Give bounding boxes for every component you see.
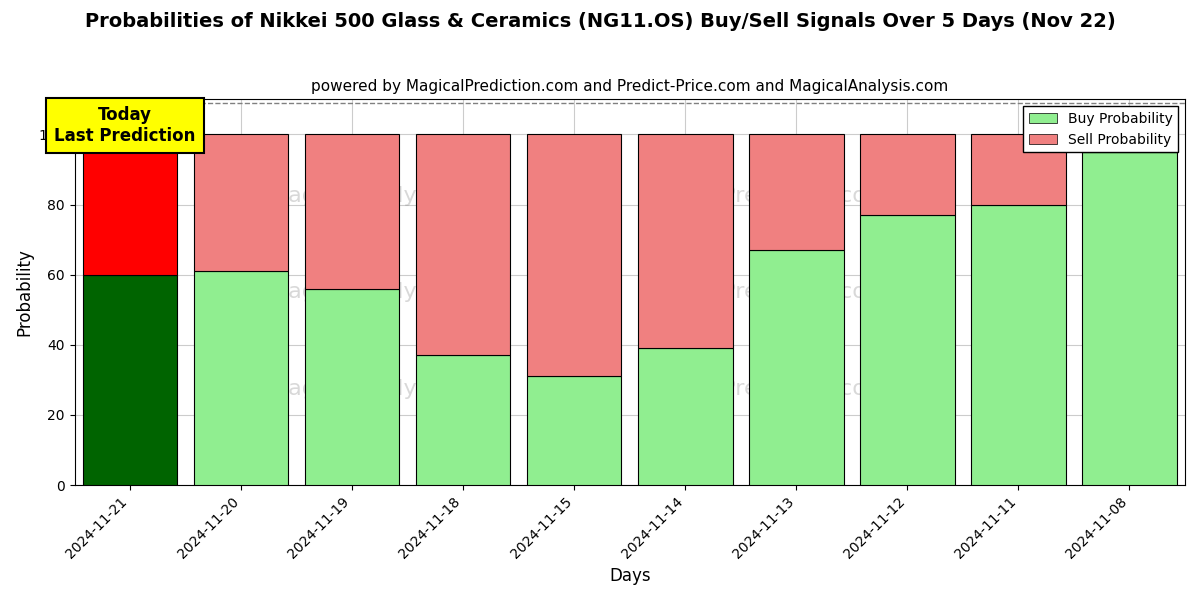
Bar	[527, 376, 622, 485]
Text: MagicalPrediction.com: MagicalPrediction.com	[638, 379, 888, 398]
Text: MagicalAnalysis.com: MagicalAnalysis.com	[270, 379, 502, 398]
Legend: Buy Probability, Sell Probability: Buy Probability, Sell Probability	[1024, 106, 1178, 152]
Text: MagicalAnalysis.com: MagicalAnalysis.com	[270, 186, 502, 206]
Bar	[416, 355, 510, 485]
Title: powered by MagicalPrediction.com and Predict-Price.com and MagicalAnalysis.com: powered by MagicalPrediction.com and Pre…	[311, 79, 948, 94]
Bar	[971, 134, 1066, 205]
Bar	[527, 134, 622, 376]
Bar	[416, 134, 510, 355]
Bar	[194, 271, 288, 485]
Bar	[860, 215, 955, 485]
Bar	[749, 250, 844, 485]
Text: MagicalPrediction.com: MagicalPrediction.com	[638, 282, 888, 302]
X-axis label: Days: Days	[610, 567, 650, 585]
Y-axis label: Probability: Probability	[16, 248, 34, 336]
Bar	[305, 289, 400, 485]
Text: Probabilities of Nikkei 500 Glass & Ceramics (NG11.OS) Buy/Sell Signals Over 5 D: Probabilities of Nikkei 500 Glass & Cera…	[85, 12, 1115, 31]
Bar	[638, 134, 732, 349]
Bar	[1082, 152, 1177, 485]
Bar	[860, 134, 955, 215]
Text: Today
Last Prediction: Today Last Prediction	[54, 106, 196, 145]
Bar	[83, 134, 178, 275]
Bar	[971, 205, 1066, 485]
Bar	[749, 134, 844, 250]
Text: MagicalAnalysis.com: MagicalAnalysis.com	[270, 282, 502, 302]
Bar	[194, 134, 288, 271]
Text: MagicalPrediction.com: MagicalPrediction.com	[638, 186, 888, 206]
Bar	[305, 134, 400, 289]
Bar	[638, 349, 732, 485]
Bar	[83, 275, 178, 485]
Bar	[1082, 134, 1177, 152]
